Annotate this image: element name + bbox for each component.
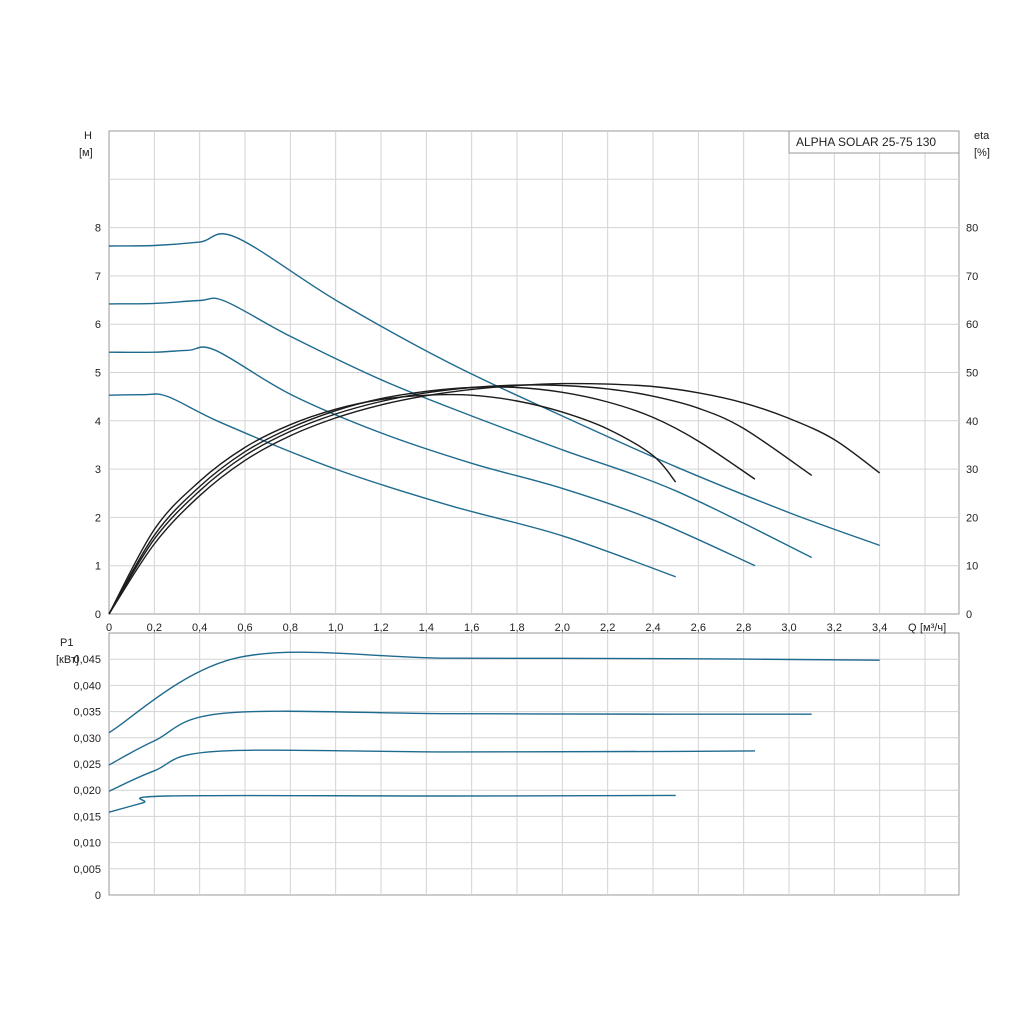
eta-curve-2 (108, 384, 813, 615)
power-tick-label: 0,045 (73, 654, 101, 666)
x-tick-label: 0 (106, 622, 112, 634)
power-tick-label: 0,020 (73, 785, 101, 797)
eta-tick-label: 40 (966, 416, 978, 428)
head-curve-4 (108, 393, 676, 578)
x-tick-label: 1,4 (419, 622, 434, 634)
head-curve-2 (108, 297, 813, 559)
x-tick-label: 3,2 (827, 622, 842, 634)
eta-tick-label: 0 (966, 609, 972, 621)
head-tick-label: 6 (95, 319, 101, 331)
eta-tick-label: 10 (966, 561, 978, 573)
power-tick-label: 0,015 (73, 811, 101, 823)
eta-curve-1 (108, 382, 881, 615)
x-tick-label: 3,0 (781, 622, 796, 634)
eta-tick-label: 20 (966, 512, 978, 524)
power-tick-label: 0,030 (73, 733, 101, 745)
flow-axis-unit: [м³/ч] (920, 622, 946, 634)
head-tick-label: 1 (95, 561, 101, 573)
eta-curve-4 (108, 393, 677, 615)
x-tick-label: 0,2 (147, 622, 162, 634)
power-curve-4 (108, 794, 676, 813)
head-axis-label: H (84, 130, 92, 142)
power-curve-3 (108, 749, 756, 792)
x-tick-label: 2,4 (645, 622, 660, 634)
power-tick-label: 0,005 (73, 864, 101, 876)
power-tick-label: 0,040 (73, 680, 101, 692)
head-axis-unit: [м] (79, 147, 93, 159)
head-tick-label: 7 (95, 271, 101, 283)
model-label-box (788, 130, 960, 154)
x-tick-label: 0,6 (237, 622, 252, 634)
x-tick-label: 0,8 (283, 622, 298, 634)
eta-tick-label: 60 (966, 319, 978, 331)
eta-curve-3 (108, 386, 756, 615)
eta-tick-label: 70 (966, 271, 978, 283)
x-tick-label: 2,8 (736, 622, 751, 634)
power-curve-1 (108, 651, 880, 734)
head-curve-3 (108, 346, 756, 567)
eta-tick-label: 50 (966, 368, 978, 380)
head-tick-label: 3 (95, 464, 101, 476)
power-axis-unit: [кВт] (56, 654, 79, 666)
power-curve-2 (108, 710, 812, 766)
x-tick-label: 2,0 (555, 622, 570, 634)
power-tick-label: 0,025 (73, 759, 101, 771)
x-tick-label: 2,2 (600, 622, 615, 634)
flow-axis-label: Q (908, 622, 917, 634)
x-tick-label: 2,6 (691, 622, 706, 634)
x-tick-label: 0,4 (192, 622, 207, 634)
x-tick-label: 1,0 (328, 622, 343, 634)
head-curve-1 (108, 233, 880, 547)
power-tick-label: 0 (95, 890, 101, 902)
power-tick-label: 0,010 (73, 838, 101, 850)
eta-axis-unit: [%] (974, 147, 990, 159)
x-tick-label: 1,6 (464, 622, 479, 634)
head-tick-label: 0 (95, 609, 101, 621)
x-tick-label: 1,2 (373, 622, 388, 634)
power-axis-label: P1 (60, 637, 73, 649)
head-tick-label: 5 (95, 368, 101, 380)
model-label: ALPHA SOLAR 25-75 130 (796, 135, 936, 149)
head-tick-label: 8 (95, 223, 101, 235)
eta-tick-label: 30 (966, 464, 978, 476)
x-tick-label: 3,4 (872, 622, 887, 634)
head-tick-label: 4 (95, 416, 101, 428)
head-tick-label: 2 (95, 512, 101, 524)
eta-axis-label: eta (974, 130, 990, 142)
eta-tick-label: 80 (966, 223, 978, 235)
power-tick-label: 0,035 (73, 707, 101, 719)
x-tick-label: 1,8 (509, 622, 524, 634)
